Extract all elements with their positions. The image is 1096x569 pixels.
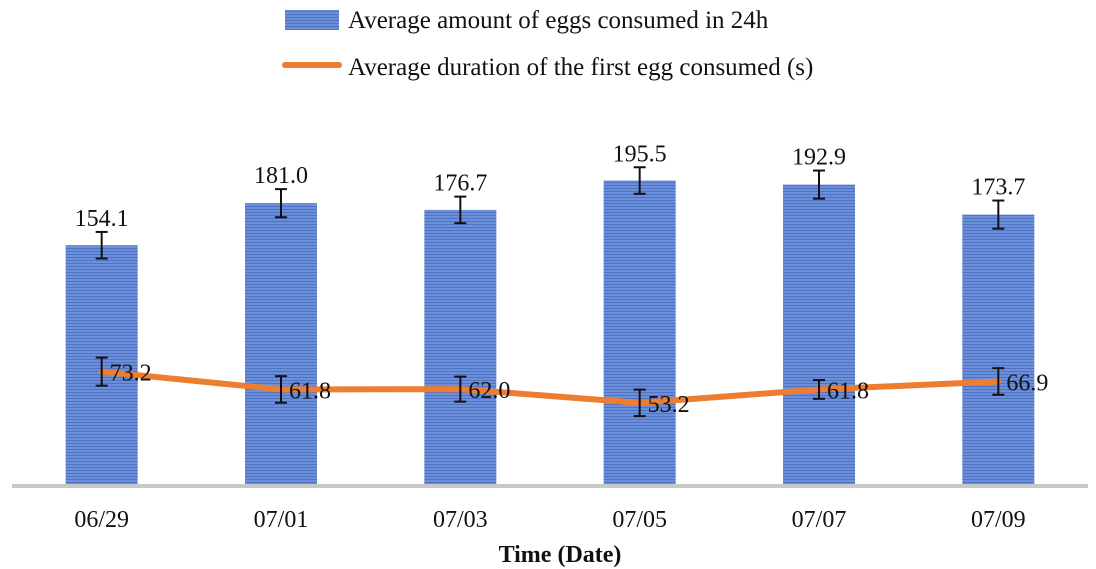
line-data-labels: 73.2 61.8 62.0 53.2 61.8 66.9 xyxy=(110,361,1049,418)
line-error-07-03 xyxy=(454,375,467,403)
line-value-label: 53.2 xyxy=(648,392,690,418)
legend: Average amount of eggs consumed in 24h A… xyxy=(282,7,813,81)
bar-07-03 xyxy=(424,209,497,486)
line-value-label: 66.9 xyxy=(1006,370,1048,396)
x-tick-label: 07/01 xyxy=(254,507,309,533)
x-axis-tick-labels: 06/29 07/01 07/03 07/05 07/07 07/09 xyxy=(74,507,1025,533)
x-tick-label: 06/29 xyxy=(74,507,129,533)
bar-value-label: 181.0 xyxy=(254,163,308,189)
line-error-07-09 xyxy=(992,367,1005,396)
legend-item-eggs-amount: Average amount of eggs consumed in 24h xyxy=(285,7,769,34)
bar-error-07-01 xyxy=(275,188,287,219)
bar-07-01 xyxy=(245,203,317,486)
bar-error-07-05 xyxy=(633,166,646,195)
line-error-bars xyxy=(95,356,1005,418)
bar-value-label: 173.7 xyxy=(971,175,1025,201)
line-path xyxy=(98,368,1002,406)
line-value-label: 61.8 xyxy=(289,378,331,404)
x-tick-label: 07/03 xyxy=(433,507,488,533)
bar-series xyxy=(65,180,1035,486)
x-axis-title: Time (Date) xyxy=(499,542,622,568)
bar-07-09 xyxy=(962,214,1035,486)
legend-item-first-egg-duration: Average duration of the first egg consum… xyxy=(282,54,813,81)
bar-error-07-03 xyxy=(454,195,467,225)
legend-swatch-bar xyxy=(285,10,339,30)
bar-value-label: 195.5 xyxy=(613,141,667,167)
bar-07-07 xyxy=(783,184,855,486)
legend-label-bar-series: Average amount of eggs consumed in 24h xyxy=(348,7,769,34)
line-error-07-01 xyxy=(275,375,287,404)
line-value-label: 61.8 xyxy=(827,378,869,404)
line-value-label: 62.0 xyxy=(468,378,510,404)
line-error-06-29 xyxy=(95,356,108,387)
bar-07-05 xyxy=(603,180,676,486)
legend-label-line-series: Average duration of the first egg consum… xyxy=(348,54,813,81)
bar-error-06-29 xyxy=(95,230,108,260)
bar-data-labels: 154.1 181.0 176.7 195.5 192.9 173.7 xyxy=(75,141,1026,232)
bar-error-07-07 xyxy=(813,169,825,200)
line-error-07-05 xyxy=(633,388,646,418)
bar-value-label: 176.7 xyxy=(433,171,487,197)
bar-value-label: 192.9 xyxy=(792,145,846,171)
bar-value-label: 154.1 xyxy=(75,206,129,232)
x-tick-label: 07/05 xyxy=(612,507,667,533)
line-error-07-07 xyxy=(813,379,825,400)
line-series xyxy=(98,368,1002,406)
bar-error-07-09 xyxy=(992,199,1005,230)
x-tick-label: 07/07 xyxy=(792,507,847,533)
line-value-label: 73.2 xyxy=(110,361,152,387)
bar-error-bars xyxy=(95,166,1005,260)
x-tick-label: 07/09 xyxy=(971,507,1026,533)
